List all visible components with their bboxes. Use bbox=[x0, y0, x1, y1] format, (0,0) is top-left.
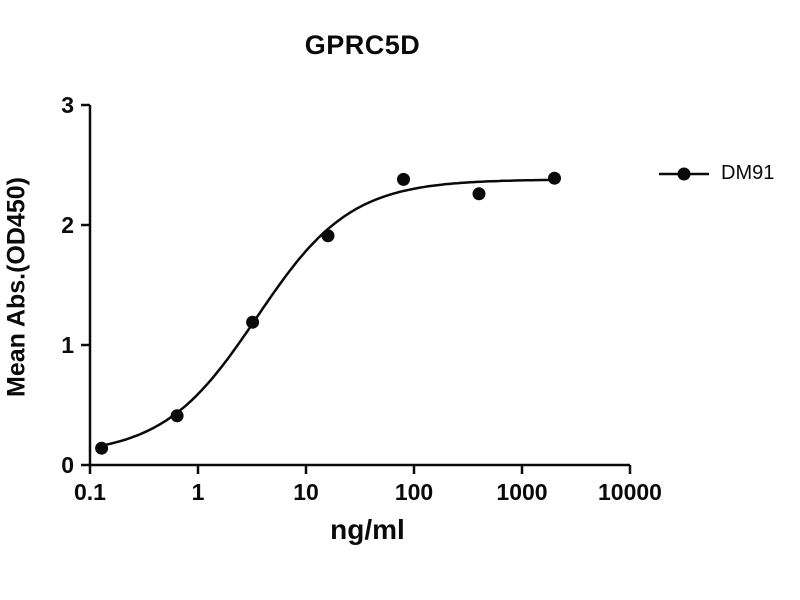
legend-marker-icon bbox=[659, 167, 709, 180]
x-axis-label: ng/ml bbox=[330, 514, 405, 545]
svg-text:10: 10 bbox=[293, 479, 319, 505]
svg-text:0: 0 bbox=[61, 452, 74, 478]
svg-text:1000: 1000 bbox=[496, 479, 547, 505]
svg-text:1: 1 bbox=[61, 332, 74, 358]
svg-text:3: 3 bbox=[61, 92, 74, 118]
legend-series-label: DM91 bbox=[721, 162, 775, 184]
svg-text:100: 100 bbox=[395, 479, 433, 505]
svg-text:0.1: 0.1 bbox=[74, 479, 106, 505]
chart-title: GPRC5D bbox=[304, 30, 421, 60]
svg-text:1: 1 bbox=[192, 479, 205, 505]
legend: DM91 bbox=[659, 162, 774, 185]
svg-text:2: 2 bbox=[61, 212, 74, 238]
svg-text:10000: 10000 bbox=[598, 479, 662, 505]
